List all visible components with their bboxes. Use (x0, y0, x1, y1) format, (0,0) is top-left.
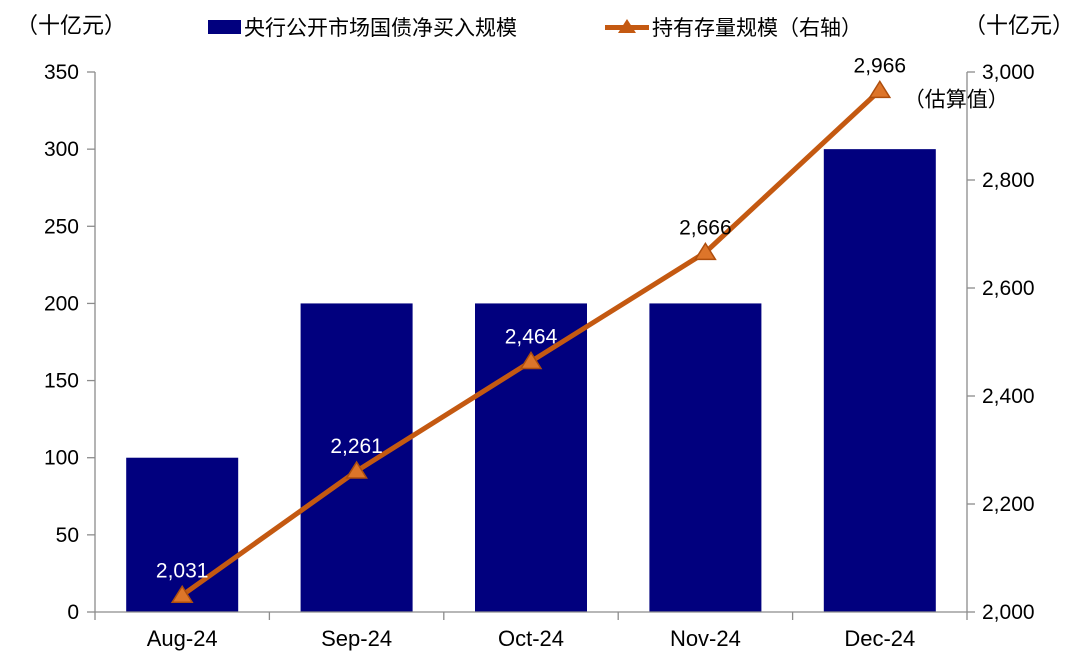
triangle-marker-icon (618, 19, 636, 33)
right-axis-tick-label: 2,000 (982, 601, 1035, 624)
left-axis-tick-label: 150 (44, 370, 79, 393)
line-marker-Aug-24 (170, 584, 194, 604)
legend-label-line-series: 持有存量规模（右轴） (652, 17, 862, 40)
left-axis-title: （十亿元） (16, 13, 127, 38)
data-label-Aug-24: 2,031 (156, 559, 209, 582)
bar-Dec-24 (823, 149, 936, 612)
data-label-Nov-24: 2,666 (679, 216, 732, 239)
right-axis-tick-label: 2,400 (982, 385, 1035, 408)
left-axis-tick-label: 0 (67, 601, 79, 624)
line-marker-Nov-24 (694, 241, 717, 261)
right-axis-tick-label: 2,600 (982, 277, 1035, 300)
x-axis-label-Nov-24: Nov-24 (670, 626, 741, 651)
line-series-swatch-icon (605, 18, 649, 36)
x-axis-label-Dec-24: Dec-24 (844, 626, 915, 651)
left-axis-tick-label: 300 (44, 138, 79, 161)
right-axis-tick-label: 2,800 (982, 169, 1035, 192)
left-axis-tick-label: 200 (44, 292, 79, 315)
x-axis-label-Aug-24: Aug-24 (147, 626, 218, 651)
bar-Nov-24 (649, 303, 762, 612)
right-axis-tick-label: 3,000 (982, 61, 1035, 84)
bar-series-swatch-icon (208, 20, 241, 34)
line-marker-Dec-24 (868, 79, 892, 99)
data-label-Sep-24: 2,261 (330, 435, 383, 458)
left-axis-tick-label: 100 (44, 447, 79, 470)
data-label-Oct-24: 2,464 (505, 325, 558, 348)
legend: 央行公开市场国债净买入规模 持有存量规模（右轴） (208, 12, 862, 42)
line-marker-Oct-24 (519, 351, 543, 370)
right-axis-title: （十亿元） (963, 13, 1074, 38)
legend-item-line-series: 持有存量规模（右轴） (605, 12, 862, 42)
legend-item-bar-series: 央行公开市场国债净买入规模 (208, 12, 517, 42)
x-axis-label-Oct-24: Oct-24 (498, 626, 564, 651)
left-axis-tick-label: 50 (56, 524, 79, 547)
right-axis-tick-label: 2,200 (982, 493, 1035, 516)
bar-Oct-24 (475, 303, 587, 612)
x-axis-label-Sep-24: Sep-24 (321, 626, 392, 651)
left-axis-tick-label: 350 (44, 61, 79, 84)
bar-Sep-24 (300, 303, 413, 612)
left-axis-tick-label: 250 (44, 215, 79, 238)
line-marker-Sep-24 (345, 460, 368, 479)
legend-label-bar-series: 央行公开市场国债净买入规模 (244, 17, 517, 40)
estimate-annotation: （估算值） (904, 88, 1009, 111)
data-label-Dec-24: 2,966 (854, 54, 907, 77)
